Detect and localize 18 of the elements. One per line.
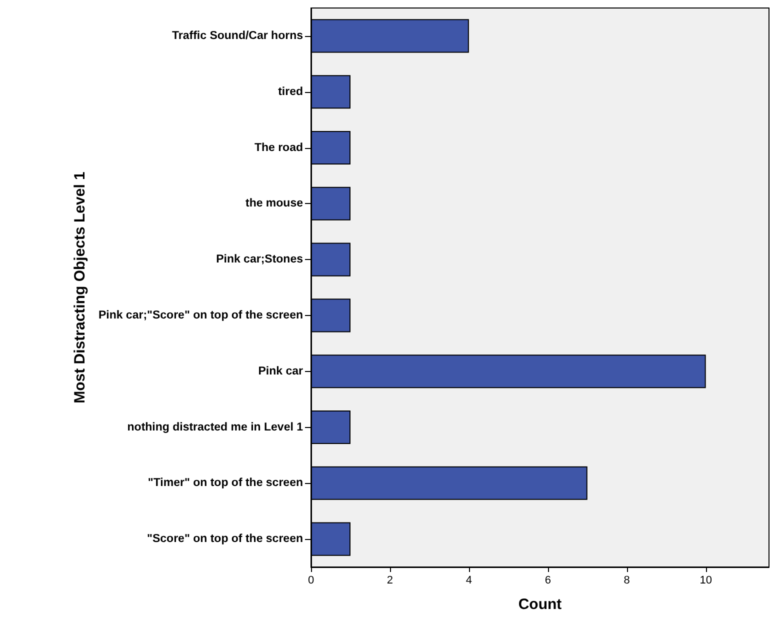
y-axis-title: Most Distracting Objects Level 1 (72, 172, 89, 404)
y-tick-label: The road (254, 142, 303, 154)
y-tick-label: Pink car;"Score" on top of the screen (98, 309, 303, 322)
y-tick-label: "Timer" on top of the screen (148, 477, 303, 490)
y-tick-label: Pink car;Stones (216, 254, 303, 266)
x-tick-label: 8 (624, 574, 630, 586)
y-tick-label: Pink car (258, 365, 304, 378)
y-tick-label: "Score" on top of the screen (147, 533, 303, 546)
y-tick-label: Traffic Sound/Car horns (172, 30, 303, 42)
x-tick-label: 10 (700, 574, 712, 586)
x-tick-label: 6 (544, 574, 551, 586)
x-axis-title: Count (518, 596, 562, 613)
y-tick-label: tired (278, 86, 303, 98)
y-tick-label: nothing distracted me in Level 1 (127, 421, 304, 434)
x-tick-label: 0 (308, 574, 314, 586)
x-tick-label: 2 (386, 574, 394, 586)
y-tick-label: the mouse (245, 198, 303, 210)
x-tick-label: 4 (466, 574, 472, 586)
